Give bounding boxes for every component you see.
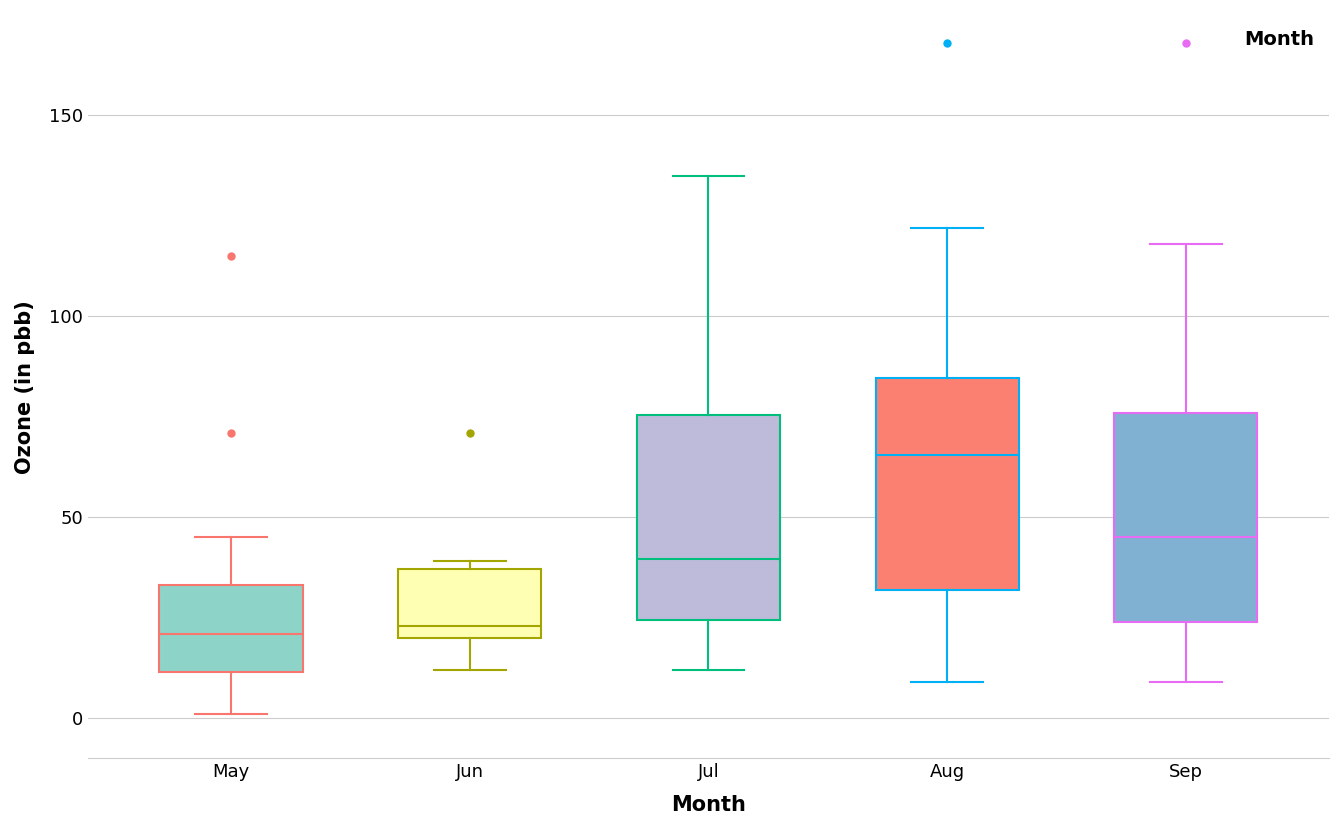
PathPatch shape (875, 378, 1019, 589)
Legend:  (1238, 23, 1321, 64)
X-axis label: Month: Month (671, 795, 746, 815)
PathPatch shape (398, 569, 542, 637)
PathPatch shape (160, 585, 302, 671)
Y-axis label: Ozone (in pbb): Ozone (in pbb) (15, 300, 35, 473)
PathPatch shape (637, 415, 780, 620)
PathPatch shape (1114, 413, 1258, 622)
